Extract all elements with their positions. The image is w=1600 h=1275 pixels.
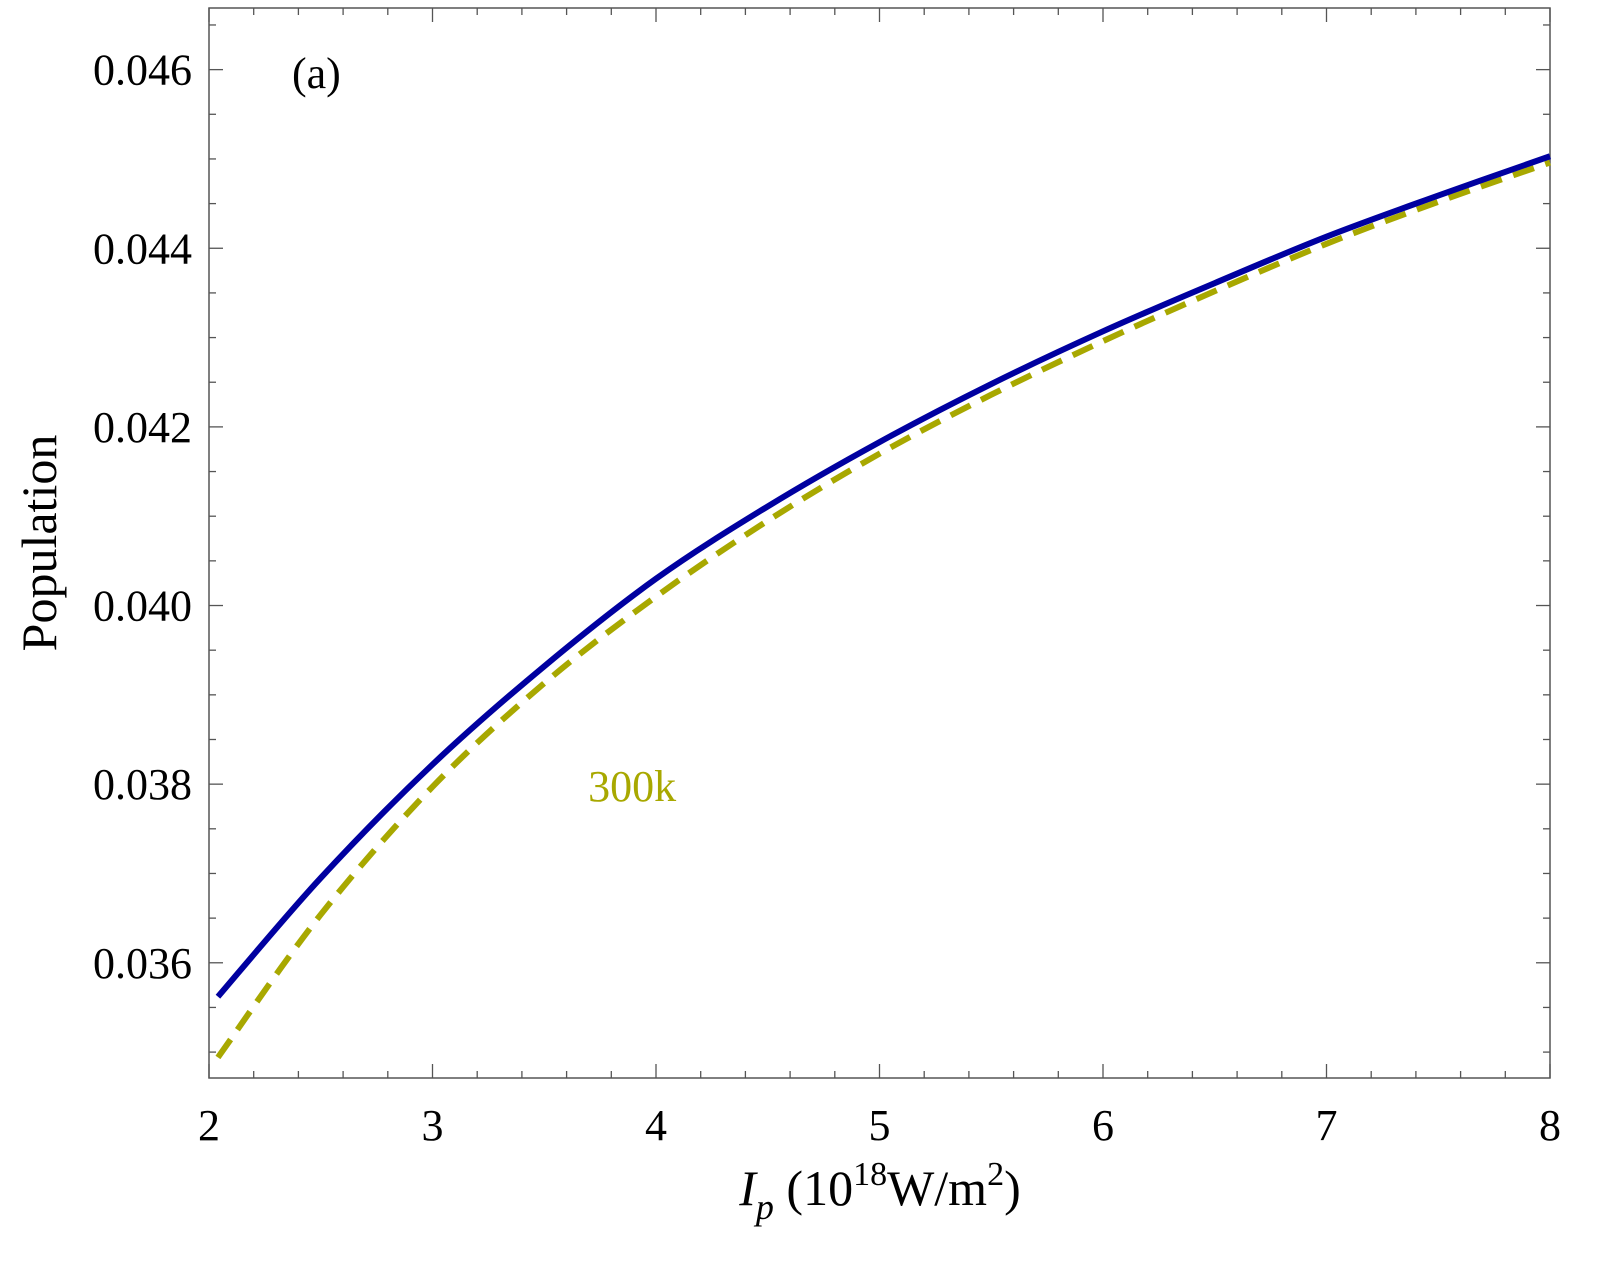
series-line-300k — [215, 159, 1551, 1060]
x-tick-label: 7 — [1316, 1101, 1338, 1150]
y-tick-label: 0.046 — [93, 46, 192, 95]
y-tick-label: 0.040 — [93, 582, 192, 631]
x-tick-label: 4 — [645, 1101, 667, 1150]
x-tick-label: 2 — [198, 1101, 220, 1150]
y-tick-label: 0.044 — [93, 224, 192, 273]
x-label-unit-mid: W/m — [887, 1160, 987, 1216]
panel-label: (a) — [292, 49, 341, 98]
x-label-unit-prefix: (10 — [774, 1160, 853, 1216]
axis-ticks — [208, 8, 1551, 1078]
series-group — [215, 153, 1551, 1060]
x-label-subscript: p — [753, 1187, 774, 1227]
x-label-exponent: 18 — [853, 1156, 887, 1193]
y-axis-label: Population — [11, 435, 67, 652]
x-tick-label: 8 — [1539, 1101, 1561, 1150]
y-tick-label: 0.036 — [93, 939, 192, 988]
x-axis-label: Ip (1018W/m2) — [738, 1156, 1020, 1227]
x-label-symbol: I — [738, 1160, 758, 1216]
series-annotation-300k: 300k — [588, 762, 676, 811]
series-line-solid — [215, 153, 1551, 999]
x-tick-label: 5 — [869, 1101, 891, 1150]
x-tick-labels: 2 3 4 5 6 7 8 — [198, 1101, 1561, 1150]
x-tick-label: 6 — [1092, 1101, 1114, 1150]
x-label-unit-exp: 2 — [987, 1156, 1004, 1193]
x-label-unit-suffix: ) — [1004, 1160, 1021, 1216]
x-tick-label: 3 — [422, 1101, 444, 1150]
y-tick-label: 0.038 — [93, 760, 192, 809]
y-tick-labels: 0.036 0.038 0.040 0.042 0.044 0.046 — [93, 46, 192, 988]
plot-frame — [208, 7, 1551, 1079]
y-tick-label: 0.042 — [93, 403, 192, 452]
